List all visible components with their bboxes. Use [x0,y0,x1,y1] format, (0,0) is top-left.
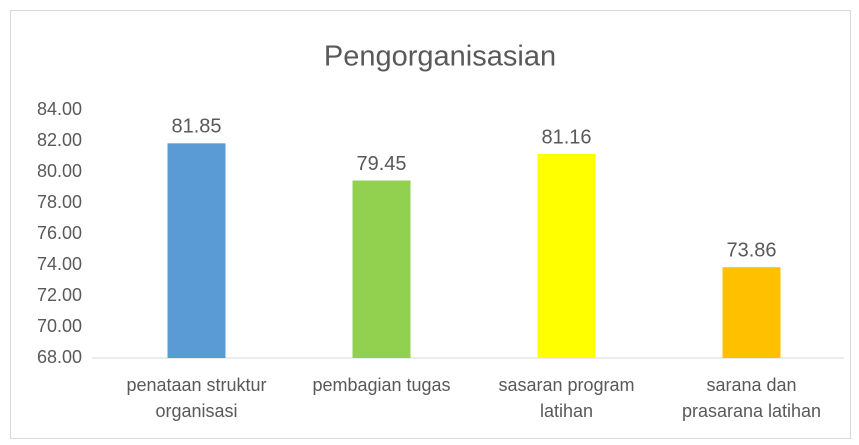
y-tick-label: 80.00 [37,161,82,181]
x-tick-label: sarana dan prasarana latihan [681,375,822,421]
x-tick-label: pembagian tugas [312,375,451,395]
bar [352,180,411,358]
data-label: 73.86 [726,239,776,261]
data-label: 81.85 [171,116,221,138]
y-tick-label: 70.00 [37,316,82,336]
bar [537,154,596,358]
y-tick-label: 72.00 [37,285,82,305]
bar [167,143,226,358]
y-tick-label: 84.00 [37,99,82,119]
y-tick-label: 68.00 [37,347,82,367]
x-tick-label: penataan struktur organisasi [126,375,267,421]
y-tick-label: 76.00 [37,223,82,243]
y-tick-label: 74.00 [37,254,82,274]
x-tick-label: sasaran program latihan [498,375,635,421]
bar [722,267,781,358]
y-tick-label: 78.00 [37,192,82,212]
data-label: 81.16 [541,126,591,148]
chart-title: Pengorganisasian [324,41,556,73]
y-tick-label: 82.00 [37,130,82,150]
chart-frame [10,10,851,439]
data-label: 79.45 [356,153,406,175]
